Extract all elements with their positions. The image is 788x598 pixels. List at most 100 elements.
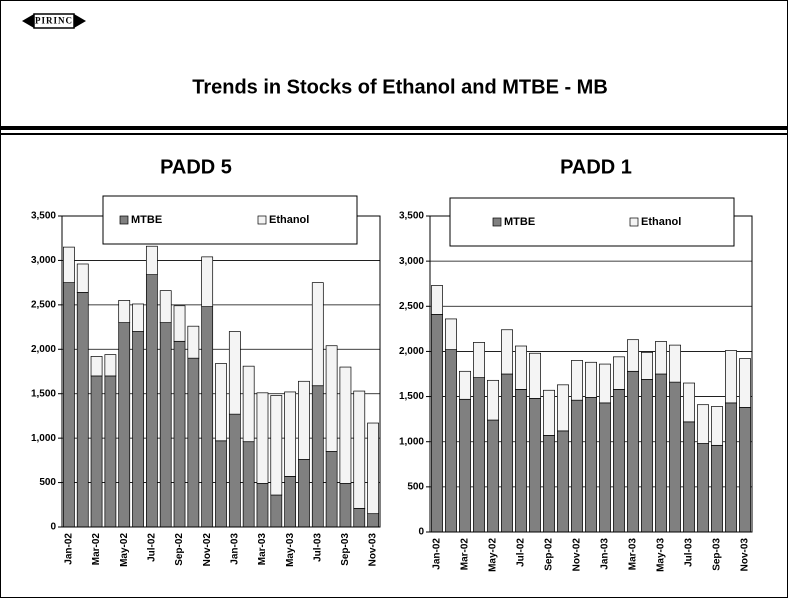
- bar-segment: [90, 375, 103, 528]
- bar-segment: [284, 476, 297, 528]
- bar-segment: [339, 483, 352, 528]
- y-tick-label: 3,000: [399, 256, 424, 267]
- bar-segment: [284, 391, 297, 477]
- bar-segment: [187, 325, 200, 359]
- y-tick-label: 2,500: [399, 301, 424, 312]
- bar-segment: [132, 303, 144, 332]
- bar-segment: [683, 382, 695, 423]
- bar-segment: [145, 245, 158, 275]
- y-tick-label: 2,000: [31, 344, 56, 355]
- x-tick-label: Mar-03: [257, 533, 268, 566]
- bar-segment: [215, 363, 227, 442]
- bar-segment: [298, 459, 310, 528]
- x-tick-label: Nov-02: [202, 533, 213, 567]
- logo-arrow-right: [74, 14, 86, 28]
- bar-segment: [543, 389, 555, 436]
- bar-segment: [487, 419, 499, 533]
- bar-segment: [627, 370, 639, 533]
- bar-segment: [270, 494, 283, 528]
- legend-label: Ethanol: [641, 216, 681, 228]
- y-tick-label: 0: [50, 522, 56, 533]
- bar-segment: [353, 390, 366, 509]
- bar-segment: [613, 356, 625, 390]
- bar-segment: [270, 395, 283, 496]
- bar-segment: [641, 379, 653, 533]
- bar-segment: [104, 354, 117, 377]
- x-tick-label: Mar-02: [460, 538, 471, 571]
- bar-segment: [367, 422, 379, 515]
- bar-segment: [725, 350, 737, 404]
- y-tick-label: 2,000: [399, 346, 424, 357]
- bar-segment: [63, 282, 75, 528]
- bar-segment: [585, 361, 597, 398]
- bar-segment: [599, 363, 611, 404]
- bar-segment: [543, 435, 555, 533]
- legend-swatch: [119, 215, 129, 225]
- bar-segment: [683, 421, 695, 533]
- bar-segment: [599, 402, 611, 533]
- bar-segment: [557, 430, 569, 533]
- legend-label: MTBE: [131, 214, 162, 226]
- bar-segment: [487, 379, 499, 421]
- bar-segment: [367, 513, 379, 528]
- x-tick-label: Nov-03: [740, 538, 751, 572]
- bar-segment: [739, 358, 751, 408]
- bar-segment: [431, 314, 443, 533]
- bar-segment: [585, 397, 597, 533]
- bar-segment: [159, 322, 172, 528]
- y-tick-label: 2,500: [31, 299, 56, 310]
- bar-segment: [739, 407, 751, 533]
- bar-segment: [339, 366, 352, 484]
- bar-segment: [159, 290, 172, 323]
- x-tick-label: Jan-02: [432, 538, 443, 570]
- bar-segment: [529, 398, 541, 533]
- bar-segment: [104, 375, 117, 528]
- logo-arrow-left: [22, 14, 34, 28]
- y-tick-label: 1,500: [31, 388, 56, 399]
- bar-segment: [711, 444, 723, 533]
- bar-segment: [501, 329, 513, 375]
- bar-segment: [501, 373, 513, 533]
- x-tick-label: Jul-03: [684, 538, 695, 567]
- bar-segment: [515, 388, 527, 533]
- y-tick-label: 1,500: [399, 391, 424, 402]
- bar-segment: [90, 356, 103, 377]
- x-tick-label: Sep-03: [340, 533, 351, 566]
- bar-segment: [711, 406, 723, 446]
- bar-segment: [353, 507, 366, 528]
- bar-segment: [459, 398, 471, 533]
- legend-swatch: [492, 217, 502, 227]
- x-tick-label: Mar-03: [628, 538, 639, 571]
- x-tick-label: May-02: [119, 533, 130, 567]
- bar-segment: [529, 352, 541, 399]
- bar-segment: [76, 263, 89, 293]
- bar-segment: [431, 285, 443, 315]
- bar-segment: [571, 399, 583, 533]
- y-tick-label: 500: [407, 481, 424, 492]
- charts: PADD 5 0 500 1,000 1,500 2,000 2,500 3,000 3,500…: [31, 156, 753, 572]
- bar-segment: [228, 413, 241, 528]
- y-tick-label: 3,500: [399, 211, 424, 222]
- bar-segment: [298, 380, 310, 460]
- legend-swatch: [629, 217, 639, 227]
- legend-label: MTBE: [504, 216, 535, 228]
- chart-title: PADD 5: [160, 156, 232, 178]
- bar-segment: [473, 377, 485, 533]
- bar-segment: [201, 306, 214, 528]
- legend-box: [102, 195, 358, 245]
- chart-title: PADD 1: [560, 156, 632, 178]
- y-tick-label: 3,500: [31, 211, 56, 222]
- bar-segment: [697, 443, 709, 533]
- bar-segment: [473, 342, 485, 378]
- legend-label: Ethanol: [269, 214, 309, 226]
- bar-segment: [311, 282, 324, 387]
- bar-segment: [641, 351, 653, 380]
- bar-segment: [242, 365, 255, 443]
- x-tick-label: Sep-02: [174, 533, 185, 566]
- bar-segment: [118, 322, 131, 528]
- bar-segment: [325, 345, 338, 452]
- slide-title: Trends in Stocks of Ethanol and MTBE - M…: [192, 76, 608, 98]
- y-tick-label: 0: [418, 527, 424, 538]
